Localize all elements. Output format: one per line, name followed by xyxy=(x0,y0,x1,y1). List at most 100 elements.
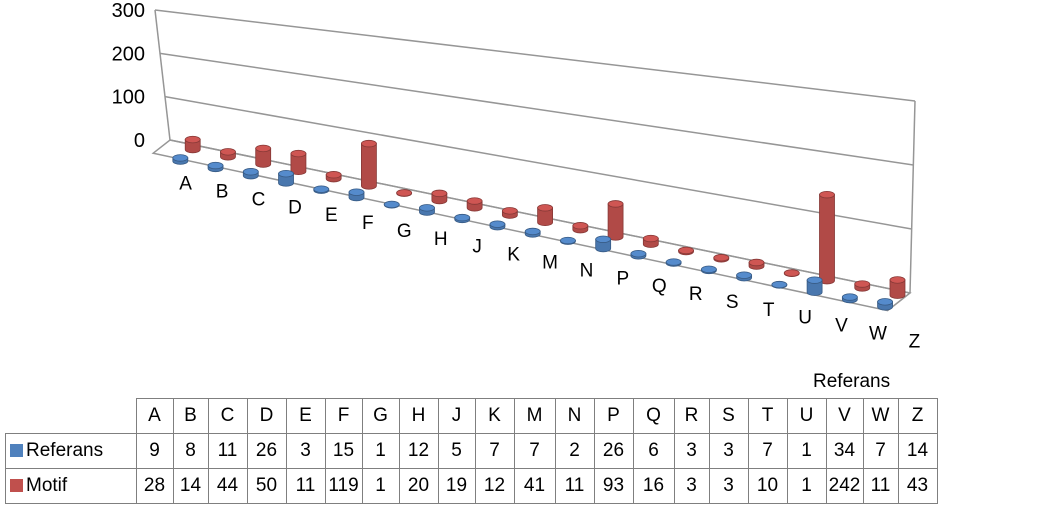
table-column-header: J xyxy=(437,398,476,434)
bar-motif-s xyxy=(713,254,730,263)
table-row: Referans 9 8 11 26 3 15 1 12 5 7 7 2 26 6 3 3 7 1 34 7 14 xyxy=(5,433,938,469)
bar-referans-v xyxy=(806,276,823,296)
table-column-header: T xyxy=(747,398,788,434)
table-column-header: R xyxy=(673,398,710,434)
bar-referans-h xyxy=(419,204,435,216)
table-column-header: C xyxy=(207,398,248,434)
y-tick-label: 200 xyxy=(112,43,145,65)
table-column-header: H xyxy=(398,398,439,434)
bar-referans-d xyxy=(278,170,294,187)
bar-referans-g xyxy=(383,200,400,209)
table-cell: 1 xyxy=(786,433,827,469)
table-column-header: U xyxy=(786,398,827,434)
y-tick-label: 300 xyxy=(112,0,145,22)
x-tick-label: G xyxy=(397,221,412,242)
bars xyxy=(172,135,906,311)
table-cell: 10 xyxy=(747,468,788,504)
y-tick-label: 0 xyxy=(134,130,145,152)
bar-motif-m xyxy=(537,204,553,227)
table-cell: 6 xyxy=(632,433,675,469)
bar-referans-w xyxy=(841,293,858,304)
x-tick-label: W xyxy=(869,323,887,344)
table-cell: 44 xyxy=(207,468,248,504)
depth-axis-label: Referans xyxy=(813,371,890,392)
table-cell: 19 xyxy=(437,468,476,504)
bar-referans-e xyxy=(313,185,330,194)
bar-motif-c xyxy=(255,144,272,168)
bar-referans-s xyxy=(700,265,717,275)
table-cell: 2 xyxy=(554,433,595,469)
table-cell: 3 xyxy=(673,433,710,469)
bar-motif-v xyxy=(819,190,835,285)
bar-referans-z xyxy=(877,298,893,311)
gridline xyxy=(164,95,912,230)
x-tick-label: J xyxy=(472,237,482,258)
bar-referans-a xyxy=(172,154,189,165)
series-name: Motif xyxy=(5,468,137,504)
x-tick-label: K xyxy=(507,245,520,266)
table-cell: 3 xyxy=(708,433,749,469)
x-tick-label: Q xyxy=(652,276,667,297)
table-column-header: M xyxy=(513,398,556,434)
back-wall-edge xyxy=(154,9,171,141)
table-cell: 12 xyxy=(398,433,439,469)
table-cell: 26 xyxy=(246,433,287,469)
bar-motif-f xyxy=(361,139,377,190)
table-cell: 20 xyxy=(398,468,439,504)
table-column-header: V xyxy=(825,398,864,434)
bar-motif-n xyxy=(572,222,589,234)
table-cell: 5 xyxy=(437,433,476,469)
table-cell: 242 xyxy=(825,468,864,504)
x-tick-label: T xyxy=(763,300,775,321)
x-tick-label: E xyxy=(325,205,338,226)
table-cell: 50 xyxy=(246,468,287,504)
table-cell: 1 xyxy=(786,468,827,504)
table-cell: 7 xyxy=(513,433,556,469)
bar-motif-e xyxy=(325,171,342,183)
table-cell: 8 xyxy=(172,433,209,469)
y-tick-label: 100 xyxy=(112,87,145,109)
table-column-header: K xyxy=(474,398,515,434)
legend-swatch xyxy=(10,479,23,492)
gridline xyxy=(154,9,916,102)
table-cell: 7 xyxy=(747,433,788,469)
bar-referans-u xyxy=(771,280,788,289)
gridline xyxy=(159,52,914,166)
x-tick-label: S xyxy=(726,292,739,313)
bar-motif-a xyxy=(184,135,201,154)
bar-referans-j xyxy=(454,213,471,224)
bar-referans-n xyxy=(560,236,576,245)
bar-motif-q xyxy=(642,234,659,248)
bar-motif-r xyxy=(678,246,694,256)
table-column-header: G xyxy=(361,398,400,434)
bar-motif-b xyxy=(220,148,236,161)
table-row: Motif 28 14 44 50 11 119 1 20 19 12 41 11 93 16 3 3 10 1 24… xyxy=(5,468,938,504)
table-cell: 12 xyxy=(474,468,515,504)
table-column-header: E xyxy=(285,398,326,434)
bar-referans-c xyxy=(242,168,259,180)
table-cell: 15 xyxy=(324,433,363,469)
table-cell: 7 xyxy=(862,433,899,469)
x-tick-label: U xyxy=(798,308,812,329)
side-wall-edge xyxy=(909,100,916,294)
bar-motif-w xyxy=(854,280,871,292)
bar-referans-r xyxy=(665,258,682,267)
table-cell: 3 xyxy=(285,433,326,469)
table-cell: 14 xyxy=(897,433,938,469)
table-cell: 3 xyxy=(708,468,749,504)
x-tick-label: D xyxy=(288,197,302,218)
y-axis-ticks: 0 100 200 300 xyxy=(112,0,145,152)
table-cell: 119 xyxy=(324,468,363,504)
table-cell: 11 xyxy=(554,468,595,504)
bar-referans-t xyxy=(736,271,753,282)
bar-motif-z xyxy=(889,276,906,299)
bar-motif-h xyxy=(431,189,448,205)
table-column-header: S xyxy=(708,398,749,434)
table-column-header: N xyxy=(554,398,595,434)
legend-swatch xyxy=(10,444,23,457)
bar-motif-g xyxy=(396,189,413,197)
